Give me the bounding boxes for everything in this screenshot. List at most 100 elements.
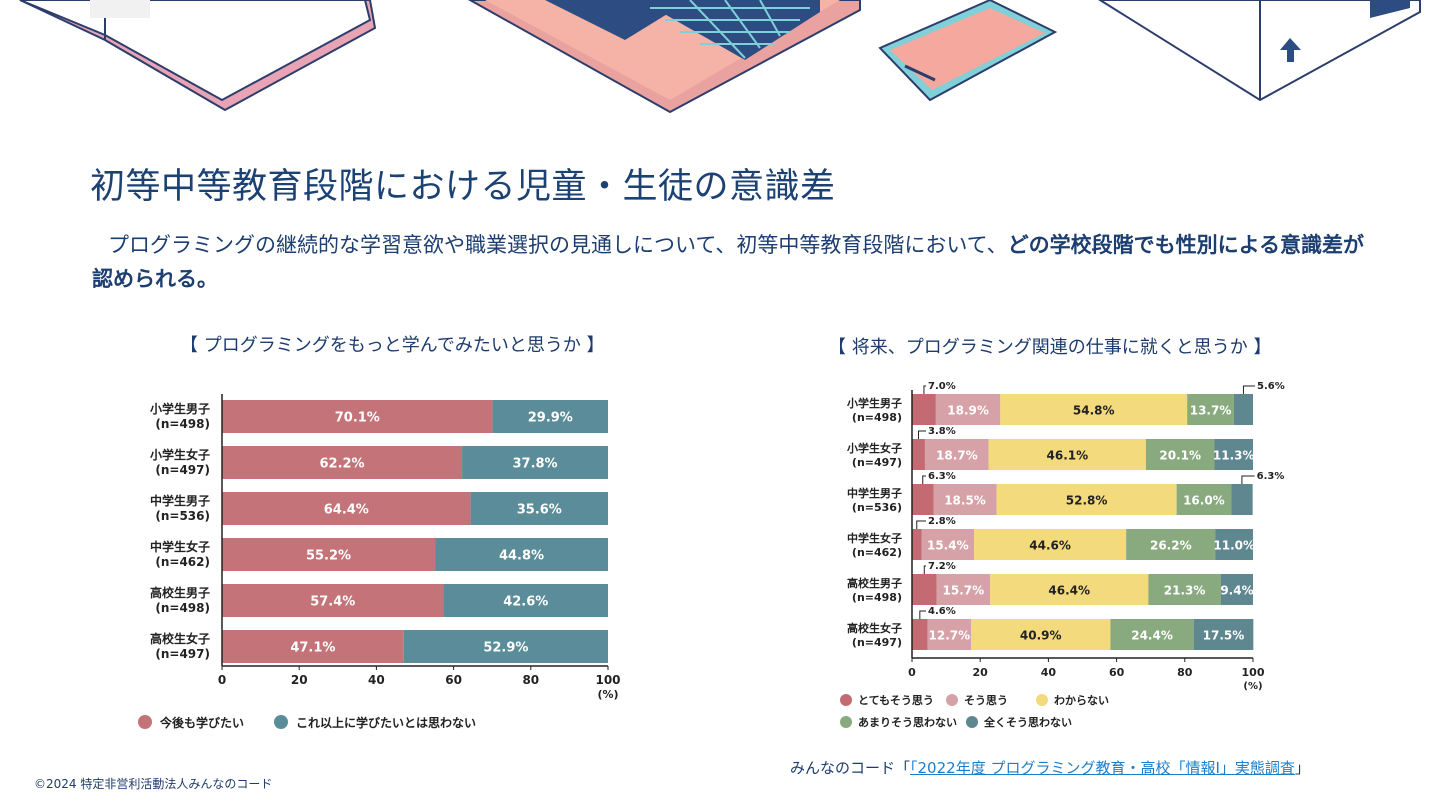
legend-marker [138, 715, 152, 729]
source-prefix: みんなのコード「 [790, 759, 911, 777]
callout-line [923, 565, 926, 574]
bar-segment [988, 439, 1146, 470]
data-label: 26.2% [1150, 539, 1192, 553]
data-label: 6.3% [1257, 471, 1285, 482]
data-label: 70.1% [335, 411, 380, 426]
bar-segment [1231, 484, 1253, 515]
x-tick-label: 40 [368, 673, 385, 687]
bar-segment [1220, 574, 1253, 605]
legend-label: 全くそう思わない [983, 715, 1072, 729]
data-label: 42.6% [503, 595, 548, 610]
x-tick-label: 100 [595, 673, 620, 687]
category-n-label: (n=497) [155, 647, 210, 661]
bar-segment [1193, 619, 1254, 650]
data-label: 62.2% [319, 457, 364, 472]
category-n-label: (n=462) [155, 555, 210, 569]
data-label: 46.1% [1047, 449, 1089, 463]
legend-marker [840, 694, 852, 706]
data-label: 55.2% [306, 549, 351, 564]
x-tick-label: 60 [445, 673, 462, 687]
bar-segment [1110, 619, 1194, 650]
legend-label: とてもそう思う [858, 694, 934, 707]
source-link[interactable]: 「2022年度 プログラミング教育・高校「情報Ⅰ」実態調査 [910, 759, 1295, 777]
data-label: 54.8% [1073, 404, 1115, 418]
lead-bold-text: どの学校段階でも性別による意識差が認められる。 [92, 233, 1365, 291]
category-label: 小学生女子 [846, 441, 902, 455]
legend-label: 今後も学びたい [159, 715, 244, 730]
data-label: 37.8% [512, 457, 557, 472]
data-label: 46.4% [1048, 584, 1090, 598]
callout-line [1241, 475, 1255, 484]
data-label: 47.1% [290, 641, 335, 656]
callout-line [916, 520, 926, 529]
bar-segment [1176, 484, 1232, 515]
data-label: 9.4% [1220, 584, 1253, 598]
bar-segment [1145, 439, 1215, 470]
bar-segment [924, 439, 989, 470]
bar-segment [470, 492, 608, 525]
data-label: 40.9% [1020, 629, 1062, 643]
legend-marker [274, 715, 288, 729]
bar-segment [912, 574, 937, 605]
data-label: 11.0% [1213, 539, 1255, 553]
data-label: 12.7% [929, 629, 971, 643]
bar-segment [933, 484, 997, 515]
bar-segment [435, 538, 608, 571]
category-n-label: (n=498) [155, 417, 210, 431]
x-tick-label: 20 [291, 673, 308, 687]
category-label: 小学生男子 [150, 401, 210, 416]
bar-segment [222, 584, 444, 617]
data-label: 29.9% [528, 411, 573, 426]
bar-segment [222, 400, 493, 433]
category-n-label: (n=536) [852, 501, 902, 514]
data-label: 3.8% [928, 426, 956, 437]
data-label: 35.6% [517, 503, 562, 518]
bar-segment [927, 619, 971, 650]
x-tick-label: 80 [522, 673, 539, 687]
legend-label: わからない [1054, 694, 1109, 707]
bar-segment [1215, 529, 1253, 560]
data-label: 21.3% [1164, 584, 1206, 598]
data-label: 44.6% [1029, 539, 1071, 553]
bar-segment [1148, 574, 1221, 605]
legend-label: あまりそう思わない [858, 716, 957, 729]
data-label: 17.5% [1203, 629, 1245, 643]
category-n-label: (n=462) [852, 546, 902, 559]
bar-segment [970, 619, 1111, 650]
chart1-learning-desire: 小学生男子(n=498) 70.1% 29.9%小学生女子(n=497) 62.2% 3… [138, 394, 621, 730]
lead-normal-text: プログラミングの継続的な学習意欲や職業選択の見通しについて、初等中等教育段階にお… [108, 233, 1008, 257]
legend-marker [840, 716, 852, 728]
data-label: 13.7% [1190, 404, 1232, 418]
category-label: 中学生男子 [150, 493, 210, 508]
data-label: 18.5% [944, 494, 986, 508]
source-citation: みんなのコード「「2022年度 プログラミング教育・高校「情報Ⅰ」実態調査」 [790, 757, 1310, 778]
data-label: 6.3% [928, 471, 956, 482]
data-label: 4.6% [928, 606, 956, 617]
data-label: 52.9% [483, 641, 528, 656]
x-tick-label: 60 [1109, 666, 1125, 679]
callout-line [917, 430, 926, 439]
data-label: 11.3% [1213, 449, 1255, 463]
category-label: 中学生男子 [847, 486, 902, 500]
data-label: 64.4% [324, 503, 369, 518]
category-label: 小学生女子 [150, 447, 210, 462]
callout-line [919, 610, 926, 619]
bar-segment [222, 446, 463, 479]
callout-line [923, 385, 926, 394]
bar-segment [222, 538, 436, 571]
bar-segment [936, 574, 991, 605]
category-n-label: (n=498) [155, 601, 210, 615]
laptop-illustration [467, 0, 861, 114]
data-label: 24.4% [1131, 629, 1173, 643]
header-illustration [19, 0, 1421, 114]
chart2-future-career: 小学生男子(n=498)7.0%18.9% 54.8% 13.7%5.6%小学生女子… [840, 381, 1285, 729]
box-illustration [1098, 0, 1421, 102]
bar-segment [912, 439, 925, 470]
lead-paragraph: プログラミングの継続的な学習意欲や職業選択の見通しについて、初等中等教育段階にお… [92, 228, 1372, 296]
page-title: 初等中等教育段階における児童・生徒の意識差 [90, 167, 836, 207]
phone-illustration [878, 0, 1058, 102]
x-tick-label: 40 [1041, 666, 1057, 679]
data-label: 2.8% [928, 516, 956, 527]
bar-segment [974, 529, 1127, 560]
bar-segment [1000, 394, 1188, 425]
